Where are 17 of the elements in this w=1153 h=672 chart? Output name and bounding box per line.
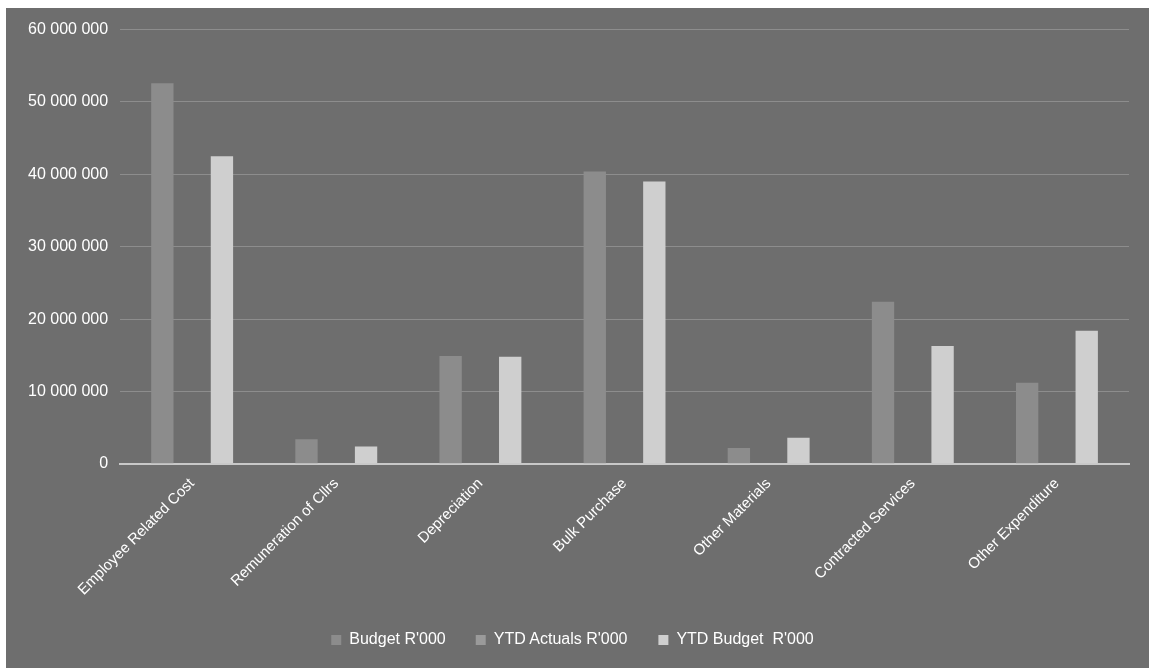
bar	[583, 171, 606, 464]
y-tick-label: 60 000 000	[28, 20, 109, 38]
y-tick-label: 50 000 000	[28, 92, 109, 110]
y-tick-label: 10 000 000	[28, 381, 109, 399]
bar	[1015, 382, 1039, 464]
bar	[295, 439, 318, 464]
bar	[151, 83, 174, 464]
legend-label: Budget R'000	[349, 630, 446, 648]
bar	[727, 447, 751, 464]
y-tick-label: 30 000 000	[28, 237, 109, 255]
y-tick-label: 20 000 000	[28, 309, 109, 327]
bar	[871, 301, 895, 464]
legend-label: YTD Budget R'000	[676, 630, 814, 648]
bar	[439, 356, 462, 464]
y-tick-label: 40 000 000	[28, 164, 109, 182]
legend-label: YTD Actuals R'000	[493, 630, 628, 648]
y-tick-label: 0	[99, 454, 109, 472]
